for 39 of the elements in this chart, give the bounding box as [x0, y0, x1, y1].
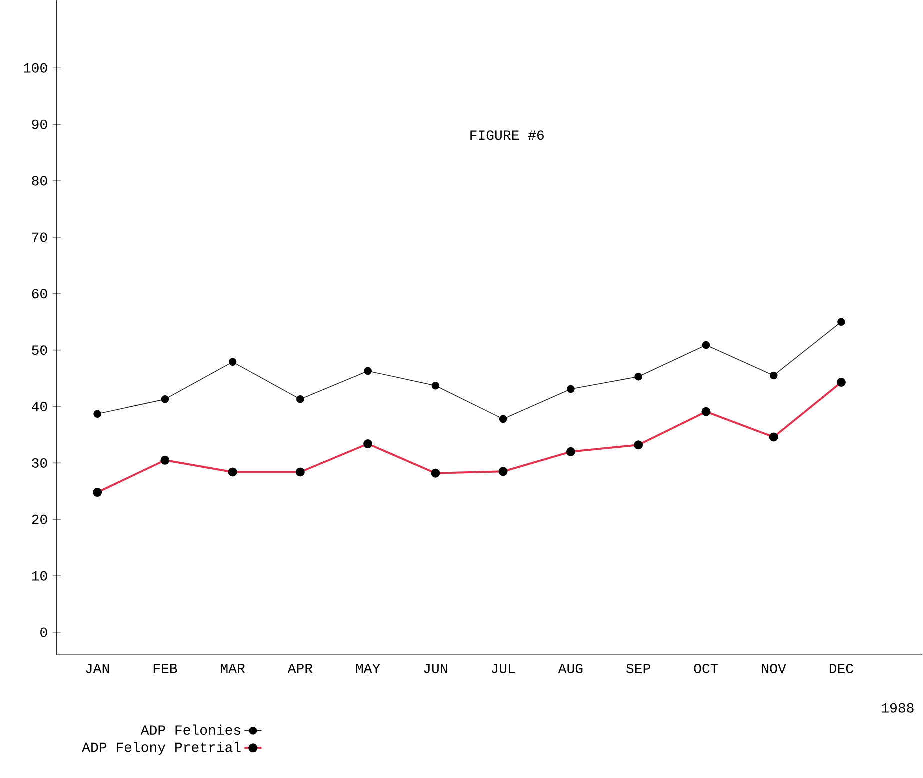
point [567, 385, 575, 394]
x-tick-label: NOV [762, 664, 786, 674]
point [296, 396, 304, 404]
x-tick-label: JAN [86, 664, 110, 674]
point [770, 372, 778, 380]
point [499, 415, 508, 424]
x-tick-label: OCT [694, 664, 718, 674]
x-tick-label: APR [288, 664, 313, 674]
point [634, 372, 642, 381]
point [161, 396, 170, 404]
point [702, 341, 710, 350]
y-tick-label: 60 [32, 289, 48, 299]
x-tick-label: FEB [154, 664, 178, 674]
x-tick-label: JUL [492, 664, 516, 674]
y-tick-label: 90 [32, 120, 48, 130]
point [432, 382, 440, 390]
y-tick-label: 80 [32, 176, 48, 186]
legend-label: ADP Felony Pretrial [82, 742, 241, 756]
y-tick-label: 40 [32, 402, 48, 412]
x-tick-label: AUG [558, 664, 583, 674]
y-tick-label: 30 [32, 458, 48, 468]
x-tick-label: JUN [424, 664, 448, 674]
y-tick-label: 0 [40, 628, 48, 638]
point [228, 358, 237, 366]
x-tick-label: DEC [830, 664, 854, 674]
point [364, 367, 372, 376]
y-tick-label: 70 [32, 232, 48, 242]
legend-label: ADP Felonies [140, 724, 240, 736]
x-tick-label: MAY [356, 664, 380, 674]
text: 1988 [882, 703, 914, 713]
x-tick-label: SEP [626, 664, 650, 674]
x-tick-label: MAR [221, 664, 246, 674]
point [94, 410, 102, 418]
text: FIGURE #6 [470, 130, 544, 140]
y-tick-label: 10 [32, 571, 48, 581]
y-tick-label: 100 [24, 63, 48, 73]
y-tick-label: 50 [32, 346, 48, 356]
point [838, 318, 846, 326]
y-tick-label: 20 [32, 514, 48, 524]
